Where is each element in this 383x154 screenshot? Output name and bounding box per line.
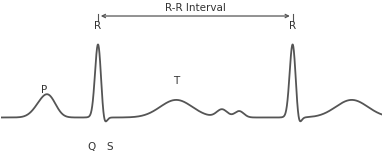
Text: T: T [173, 75, 179, 85]
Text: R: R [289, 21, 296, 31]
Text: R: R [95, 21, 101, 31]
Text: S: S [107, 142, 113, 152]
Text: P: P [41, 85, 48, 95]
Text: Q: Q [87, 142, 95, 152]
Text: R-R Interval: R-R Interval [165, 3, 226, 13]
